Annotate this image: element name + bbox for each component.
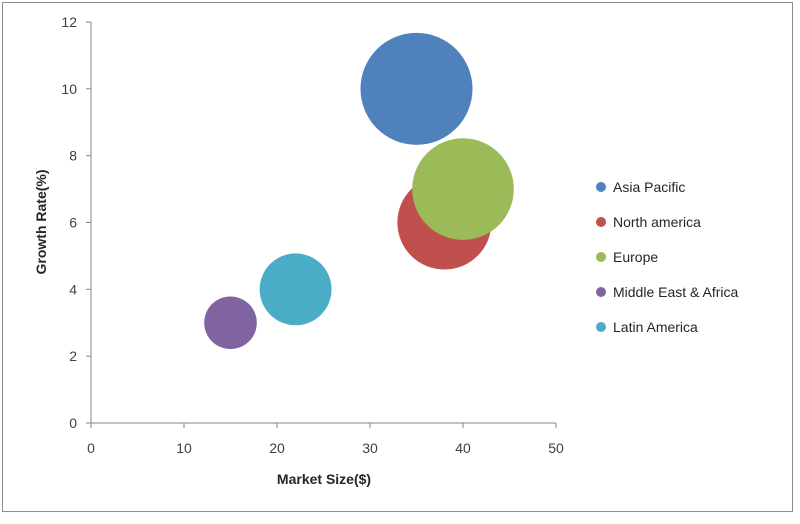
legend-label: Europe: [613, 249, 658, 265]
bubble-europe: [412, 138, 514, 240]
y-tick-label: 0: [69, 415, 77, 431]
legend-item-asia-pacific: Asia Pacific: [596, 179, 685, 195]
bubble-chart: 0 2 4 6 8 10 12 0 10 20 30 40 50 Market Size($) Grow…: [33, 14, 738, 487]
x-tick-label: 30: [362, 440, 378, 456]
bubbles-layer: [204, 32, 514, 350]
y-tick-label: 10: [61, 81, 77, 97]
y-tick-label: 12: [61, 14, 77, 30]
legend-label: Asia Pacific: [613, 179, 685, 195]
legend-marker: [596, 182, 606, 192]
y-tick-label: 2: [69, 348, 77, 364]
legend-label: North america: [613, 214, 701, 230]
y-tick-label: 4: [69, 281, 77, 297]
x-tick-label: 40: [455, 440, 471, 456]
x-tick-label: 20: [269, 440, 285, 456]
legend-label: Middle East & Africa: [613, 284, 738, 300]
legend-marker: [596, 322, 606, 332]
chart-frame: 0 2 4 6 8 10 12 0 10 20 30 40 50 Market Size($) Grow…: [2, 2, 793, 512]
legend-label: Latin America: [613, 319, 698, 335]
y-tick-label: 8: [69, 148, 77, 164]
legend-marker: [596, 252, 606, 262]
x-tick-label: 0: [87, 440, 95, 456]
bubble-middle-east-africa: [204, 296, 257, 350]
bubble-latin-america: [259, 253, 332, 326]
legend-item-north-america: North america: [596, 214, 701, 230]
x-tick-label: 10: [176, 440, 192, 456]
bubble-asia-pacific: [360, 32, 473, 145]
legend-item-latin-america: Latin America: [596, 319, 698, 335]
legend-item-middle-east-africa: Middle East & Africa: [596, 284, 738, 300]
y-tick-label: 6: [69, 215, 77, 231]
ticks-layer: 0 2 4 6 8 10 12 0 10 20 30 40 50: [61, 14, 564, 456]
x-axis-title: Market Size($): [277, 471, 371, 487]
y-axis-title: Growth Rate(%): [33, 170, 49, 275]
legend-marker: [596, 287, 606, 297]
legend-marker: [596, 217, 606, 227]
legend-item-europe: Europe: [596, 249, 658, 265]
x-tick-label: 50: [548, 440, 564, 456]
legend: Asia Pacific North america Europe Middle Ea…: [596, 179, 738, 335]
